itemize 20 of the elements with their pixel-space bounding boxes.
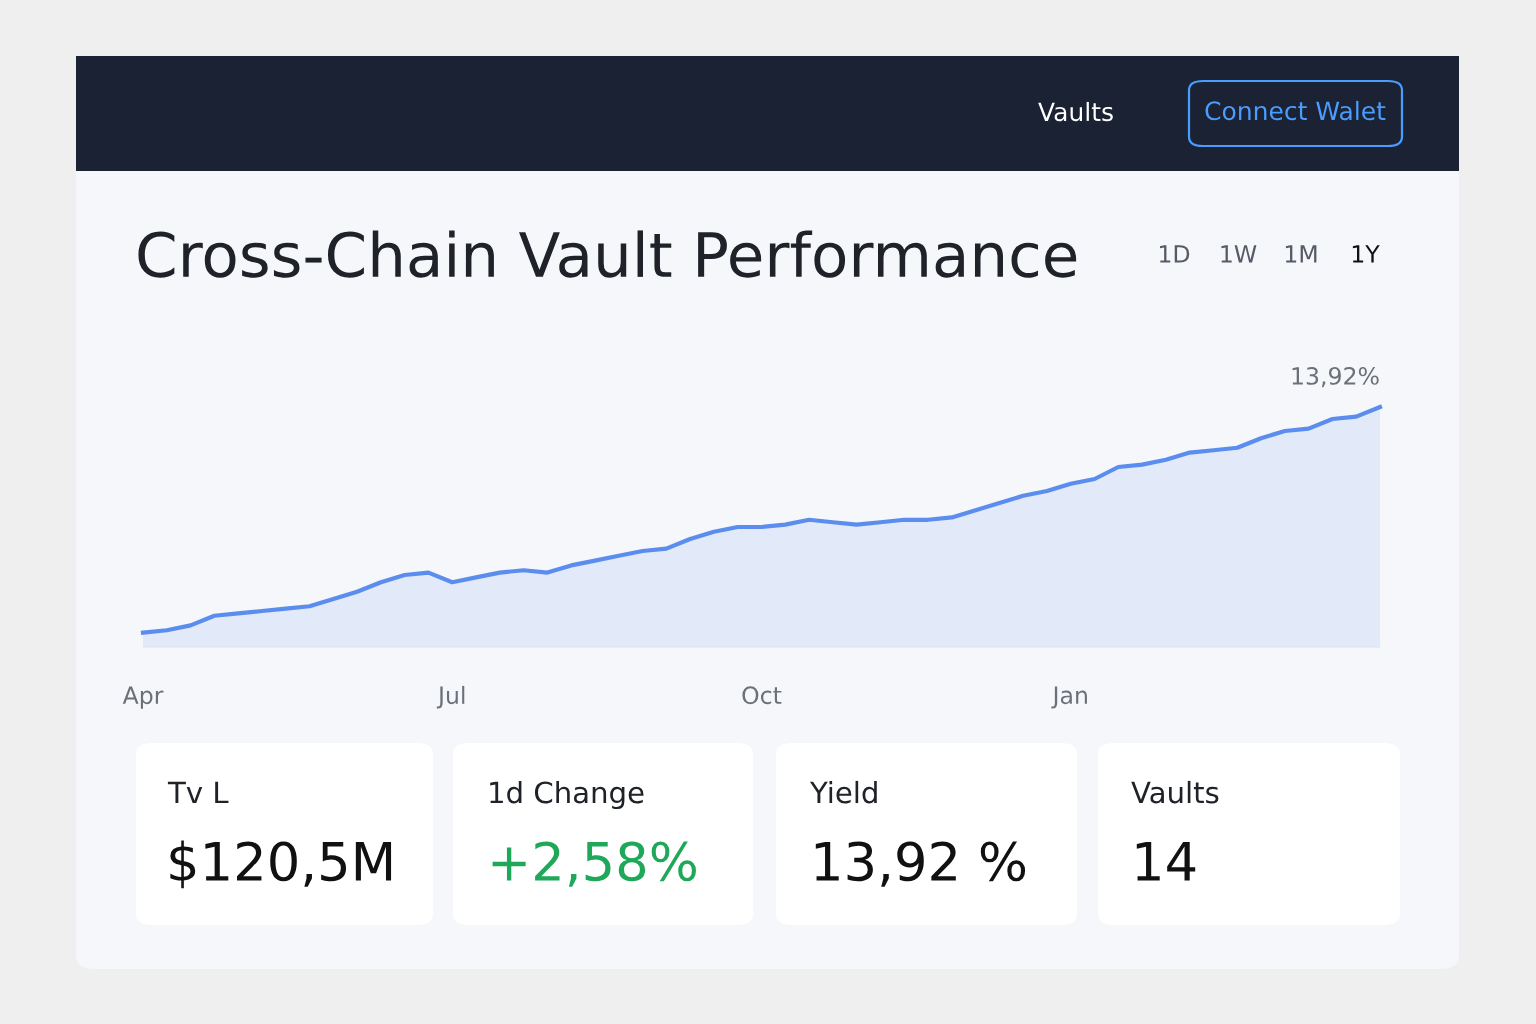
text: Connect Walet <box>1205 100 1386 121</box>
x-tick-label: Jul <box>436 685 465 709</box>
text: 13,92% <box>1292 366 1379 388</box>
text: Vaults <box>1131 780 1219 804</box>
x-tick-label: Jan <box>1051 686 1087 709</box>
text: 13,92 % <box>815 841 1026 887</box>
x-tick-label: Apr <box>122 686 164 709</box>
text: 1M <box>1285 245 1317 263</box>
text: 1d Change <box>490 780 644 810</box>
x-tick-label: Oct <box>742 686 782 705</box>
text: Yield <box>809 780 877 804</box>
text: Vaults <box>1038 101 1113 122</box>
chart-title: Cross-Chain Vault Performance <box>138 230 1077 278</box>
text: 1D <box>1159 245 1190 263</box>
text: 1Y <box>1352 245 1380 263</box>
text: $120,5M <box>170 840 392 889</box>
text: 1W <box>1221 245 1257 263</box>
text: +2,58% <box>492 841 696 887</box>
text: 14 <box>1136 842 1196 881</box>
text: Tv L <box>167 781 229 804</box>
